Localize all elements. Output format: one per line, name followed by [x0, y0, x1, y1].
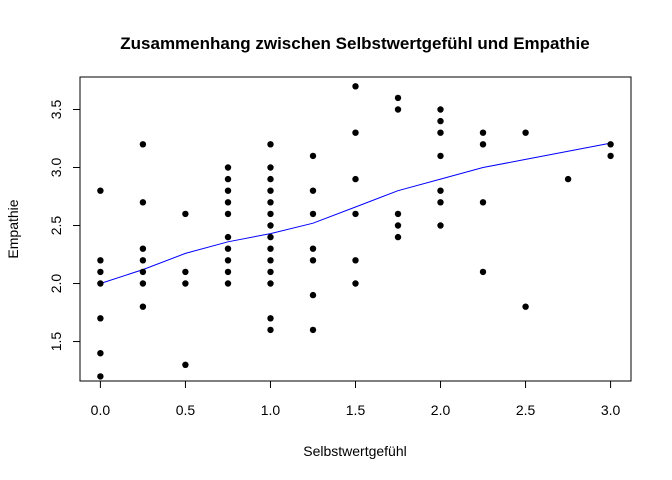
data-point — [394, 94, 402, 102]
data-point — [479, 141, 487, 148]
data-point — [267, 164, 274, 171]
data-point — [394, 222, 402, 229]
data-point — [267, 141, 274, 148]
data-point — [267, 268, 274, 276]
y-tick-label: 3.5 — [48, 100, 64, 120]
data-point — [522, 129, 529, 136]
data-point — [437, 152, 444, 160]
data-point — [139, 280, 147, 287]
data-point — [479, 268, 487, 276]
data-point — [139, 303, 147, 310]
data-point — [309, 326, 317, 334]
data-point — [479, 199, 487, 206]
y-tick-label: 2.0 — [48, 274, 64, 294]
data-point — [437, 106, 444, 113]
x-tick-label: 1.0 — [261, 402, 281, 418]
data-point — [564, 175, 572, 183]
data-point — [267, 257, 274, 264]
data-point — [182, 268, 189, 276]
data-point — [97, 257, 104, 264]
data-points — [97, 83, 614, 380]
data-point — [224, 257, 232, 264]
data-point — [97, 280, 104, 287]
chart-title: Zusammenhang zwischen Selbstwertgefühl u… — [120, 34, 589, 53]
data-point — [267, 199, 274, 206]
data-point — [182, 210, 189, 218]
data-point — [437, 129, 444, 136]
data-point — [437, 222, 444, 229]
data-point — [607, 141, 614, 148]
y-tick-label: 2.5 — [48, 216, 64, 236]
data-point — [97, 268, 104, 276]
x-tick-label: 1.5 — [346, 402, 366, 418]
data-point — [394, 106, 402, 113]
data-point — [224, 268, 232, 276]
data-point — [267, 210, 274, 218]
x-tick-label: 3.0 — [601, 402, 621, 418]
data-point — [224, 245, 232, 252]
data-point — [309, 187, 317, 194]
data-point — [224, 175, 232, 183]
data-point — [309, 210, 317, 218]
data-point — [97, 350, 104, 357]
data-point — [97, 315, 104, 322]
data-point — [139, 257, 147, 264]
data-point — [309, 152, 317, 160]
x-axis: 0.0 0.5 1.0 1.5 2.0 2.5 3.0 — [91, 380, 621, 418]
data-point — [182, 280, 189, 287]
data-point — [437, 187, 444, 194]
x-tick-label: 2.5 — [516, 402, 536, 418]
data-point — [352, 129, 359, 136]
data-point — [267, 326, 274, 334]
data-point — [97, 373, 104, 380]
data-point — [309, 291, 317, 299]
data-point — [267, 222, 274, 229]
data-point — [224, 164, 232, 171]
data-point — [352, 280, 359, 287]
smooth-line — [100, 142, 611, 284]
data-point — [394, 233, 402, 241]
data-point — [182, 361, 189, 368]
data-point — [437, 199, 444, 206]
data-point — [479, 129, 487, 136]
y-axis-label: Empathie — [5, 199, 21, 258]
x-axis-label: Selbstwertgefühl — [303, 443, 407, 459]
y-tick-label: 3.0 — [48, 158, 64, 178]
data-point — [352, 175, 359, 183]
data-point — [139, 268, 147, 276]
x-tick-label: 0.5 — [176, 402, 196, 418]
y-axis: 1.5 2.0 2.5 3.0 3.5 — [48, 100, 81, 352]
data-point — [309, 257, 317, 264]
data-point — [267, 233, 274, 241]
data-point — [224, 187, 232, 194]
data-point — [224, 199, 232, 206]
data-point — [97, 187, 104, 194]
data-point — [267, 280, 274, 287]
data-point — [267, 187, 274, 194]
data-point — [224, 210, 232, 218]
data-point — [139, 141, 147, 148]
y-tick-label: 1.5 — [48, 332, 64, 352]
data-point — [352, 83, 359, 90]
data-point — [352, 257, 359, 264]
data-point — [309, 245, 317, 252]
data-point — [267, 175, 274, 183]
data-point — [139, 245, 147, 252]
data-point — [607, 152, 614, 160]
data-point — [437, 117, 444, 125]
data-point — [224, 233, 232, 241]
data-point — [267, 315, 274, 322]
data-point — [522, 303, 529, 310]
x-tick-label: 2.0 — [431, 402, 451, 418]
plot-frame — [79, 76, 632, 382]
data-point — [224, 280, 232, 287]
data-point — [139, 199, 147, 206]
data-point — [267, 245, 274, 252]
x-tick-label: 0.0 — [91, 402, 111, 418]
data-point — [352, 210, 359, 218]
data-point — [394, 210, 402, 218]
